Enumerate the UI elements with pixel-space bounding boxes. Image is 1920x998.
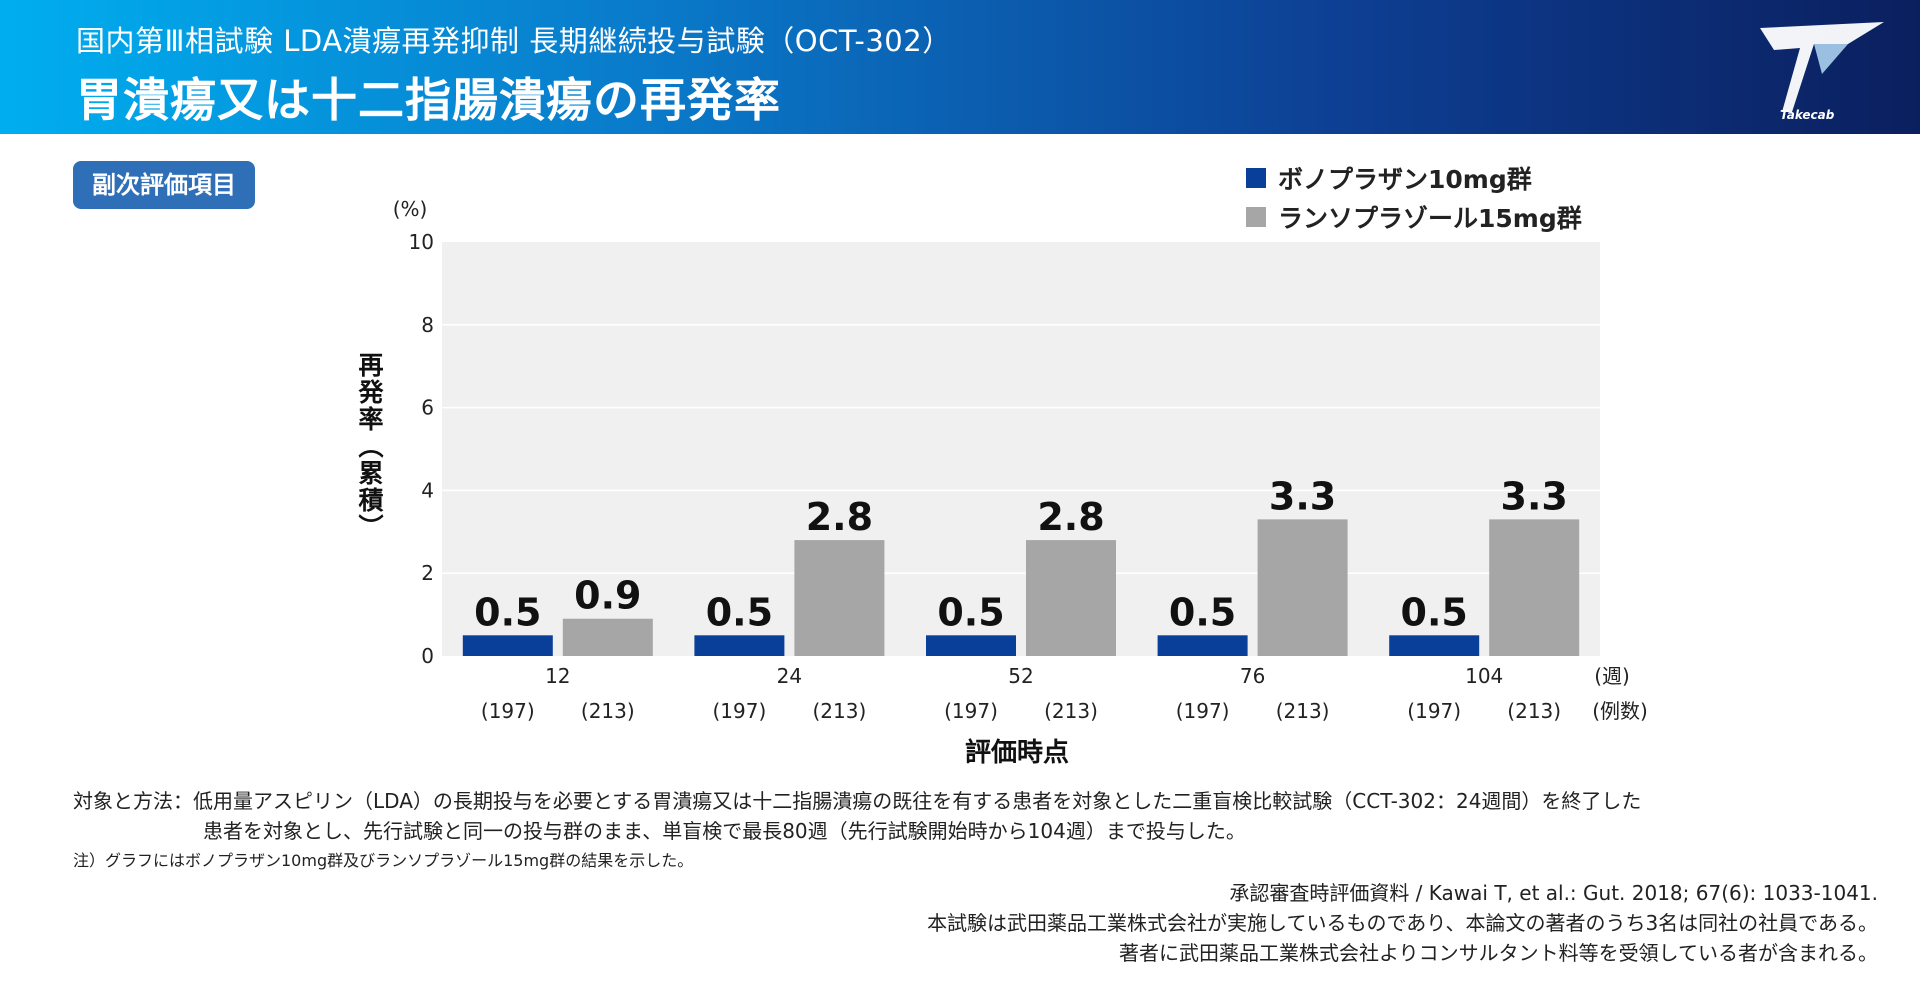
x-tick-label: 52 [1008,664,1033,688]
n-unit-label: (例数) [1592,699,1648,723]
reference-line: 承認審査時評価資料 / Kawai T, et al.: Gut. 2018; … [1229,881,1878,905]
y-tick-label: 2 [421,561,434,585]
notes-block: 対象と方法：低用量アスピリン（LDA）の長期投与を必要とする胃潰瘍又は十二指腸潰… [73,786,1873,874]
page-title: 胃潰瘍又は十二指腸潰瘍の再発率 [76,73,781,127]
data-label-lansoprazole: 2.8 [1037,495,1104,539]
study-subtitle: 国内第Ⅲ相試験 LDA潰瘍再発抑制 長期継続投与試験（OCT-302） [76,24,952,58]
legend-swatch-vonoprazan [1246,168,1266,188]
method-line-2: 患者を対象とし、先行試験と同一の投与群のまま、単盲検で最長80週（先行試験開始時… [203,819,1246,843]
y-tick-label: 4 [421,478,434,502]
n-label-vonoprazan: (197) [713,699,767,723]
graph-note: 注）グラフにはボノプラザン10mg群及びランソプラゾール15mg群の結果を示した… [73,851,694,870]
data-label-vonoprazan: 0.5 [474,590,541,634]
x-axis-title: 評価時点 [965,738,1070,768]
data-label-lansoprazole: 2.8 [806,495,873,539]
bar-lansoprazole [1257,519,1348,656]
data-label-vonoprazan: 0.5 [937,590,1004,634]
n-label-lansoprazole: (213) [1044,699,1098,723]
legend-label-lansoprazole: ランソプラゾール15mg群 [1278,204,1582,233]
data-label-lansoprazole: 3.3 [1501,474,1568,518]
n-label-lansoprazole: (213) [1507,699,1561,723]
disclosure-line: 本試験は武田薬品工業株式会社が実施しているものであり、本論文の著者のうち3名は同… [927,911,1878,935]
bar-vonoprazan [1157,635,1248,656]
bar-lansoprazole [1026,540,1116,656]
n-label-vonoprazan: (197) [1407,699,1461,723]
y-tick-label: 6 [421,396,434,420]
legend-item-vonoprazan: ボノプラザン10mg群 [1246,163,1532,194]
logo-text: Takecab [1780,108,1835,122]
references-block: 承認審査時評価資料 / Kawai T, et al.: Gut. 2018; … [927,878,1878,968]
legend-label-vonoprazan: ボノプラザン10mg群 [1278,165,1532,194]
n-label-vonoprazan: (197) [481,699,535,723]
bar-lansoprazole [1489,519,1580,656]
secondary-endpoint-badge: 副次評価項目 [73,161,255,209]
takecab-logo-icon [1760,22,1884,112]
n-label-vonoprazan: (197) [1176,699,1230,723]
y-tick-label: 0 [421,644,434,668]
y-tick-label: 8 [421,313,434,337]
x-unit-label: (週) [1594,664,1630,688]
bar-lansoprazole [562,618,653,656]
bar-lansoprazole [794,540,885,656]
x-tick-label: 24 [777,664,802,688]
y-tick-label: 10 [409,230,434,254]
data-label-vonoprazan: 0.5 [706,590,773,634]
bar-vonoprazan [926,635,1016,656]
disclosure-line: 著者に武田薬品工業株式会社よりコンサルタント料等を受領している者が含まれる。 [1119,941,1878,965]
plot-area [442,242,1600,656]
bar-vonoprazan [694,635,785,656]
legend-swatch-lansoprazole [1246,207,1266,227]
header-banner: 国内第Ⅲ相試験 LDA潰瘍再発抑制 長期継続投与試験（OCT-302） 胃潰瘍又… [0,0,1920,134]
bar-vonoprazan [462,635,553,656]
data-label-lansoprazole: 3.3 [1269,474,1336,518]
data-label-lansoprazole: 0.9 [574,574,641,618]
n-label-lansoprazole: (213) [813,699,867,723]
data-label-vonoprazan: 0.5 [1169,590,1236,634]
y-unit-label: (%) [393,197,428,221]
x-tick-label: 104 [1465,664,1503,688]
method-line-1: 対象と方法：低用量アスピリン（LDA）の長期投与を必要とする胃潰瘍又は十二指腸潰… [73,789,1642,813]
y-axis-title: 再発率（累積） [355,352,384,541]
legend-item-lansoprazole: ランソプラゾール15mg群 [1246,202,1582,233]
n-label-lansoprazole: (213) [581,699,635,723]
x-tick-label: 76 [1240,664,1265,688]
n-label-lansoprazole: (213) [1276,699,1330,723]
bar-vonoprazan [1389,635,1480,656]
data-label-vonoprazan: 0.5 [1401,590,1468,634]
n-label-vonoprazan: (197) [944,699,998,723]
x-tick-label: 12 [545,664,570,688]
